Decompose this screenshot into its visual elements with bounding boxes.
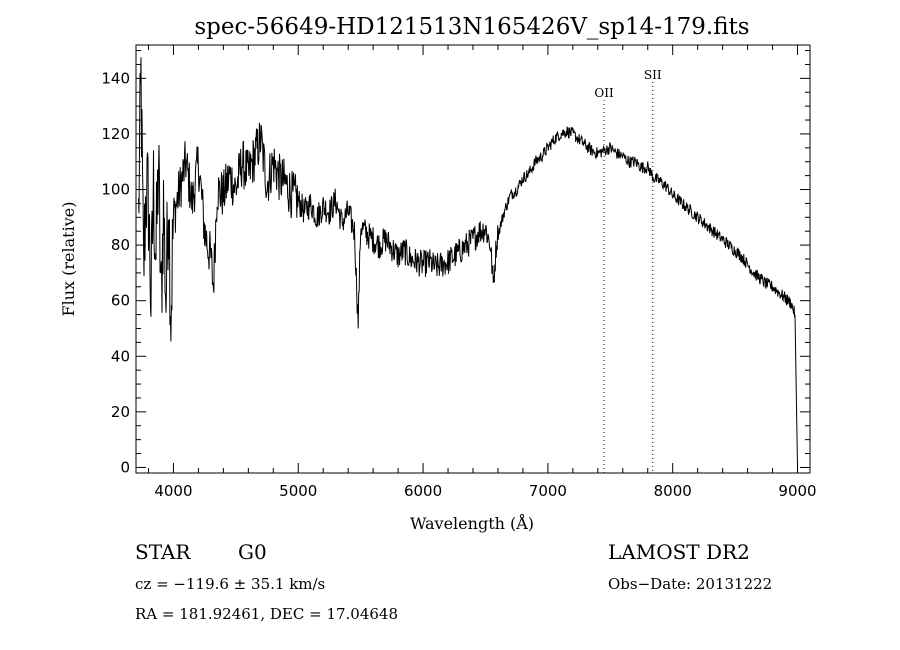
- y-axis-label: Flux (relative): [59, 202, 78, 317]
- line-label-sii: SII: [644, 68, 662, 82]
- coordinates-readout: RA = 181.92461, DEC = 17.04648: [135, 605, 399, 623]
- x-axis-label: Wavelength (Å): [410, 513, 534, 533]
- spectrum-line: [138, 57, 798, 468]
- y-tick-label: 60: [111, 292, 130, 310]
- survey-name: LAMOST DR2: [608, 540, 750, 564]
- x-tick-label: 9000: [778, 482, 816, 500]
- y-tick-label: 40: [111, 347, 130, 365]
- line-label-oii: OII: [594, 86, 614, 100]
- y-tick-label: 140: [101, 69, 130, 87]
- y-tick-label: 0: [120, 458, 130, 476]
- plot-frame: [135, 44, 811, 474]
- object-class: STAR: [135, 540, 191, 564]
- observation-date: Obs−Date: 20131222: [608, 575, 773, 593]
- x-tick-label: 5000: [279, 482, 317, 500]
- x-tick-label: 7000: [529, 482, 567, 500]
- x-tick-label: 4000: [154, 482, 192, 500]
- y-tick-label: 80: [111, 236, 130, 254]
- y-tick-label: 20: [111, 403, 130, 421]
- chart-title: spec-56649-HD121513N165426V_sp14-179.fit…: [194, 14, 749, 40]
- y-tick-label: 120: [101, 125, 130, 143]
- x-tick-label: 6000: [404, 482, 442, 500]
- redshift-readout: cz = −119.6 ± 35.1 km/s: [135, 575, 326, 593]
- object-subclass: G0: [238, 540, 267, 564]
- y-tick-label: 100: [101, 181, 130, 199]
- x-tick-label: 8000: [654, 482, 692, 500]
